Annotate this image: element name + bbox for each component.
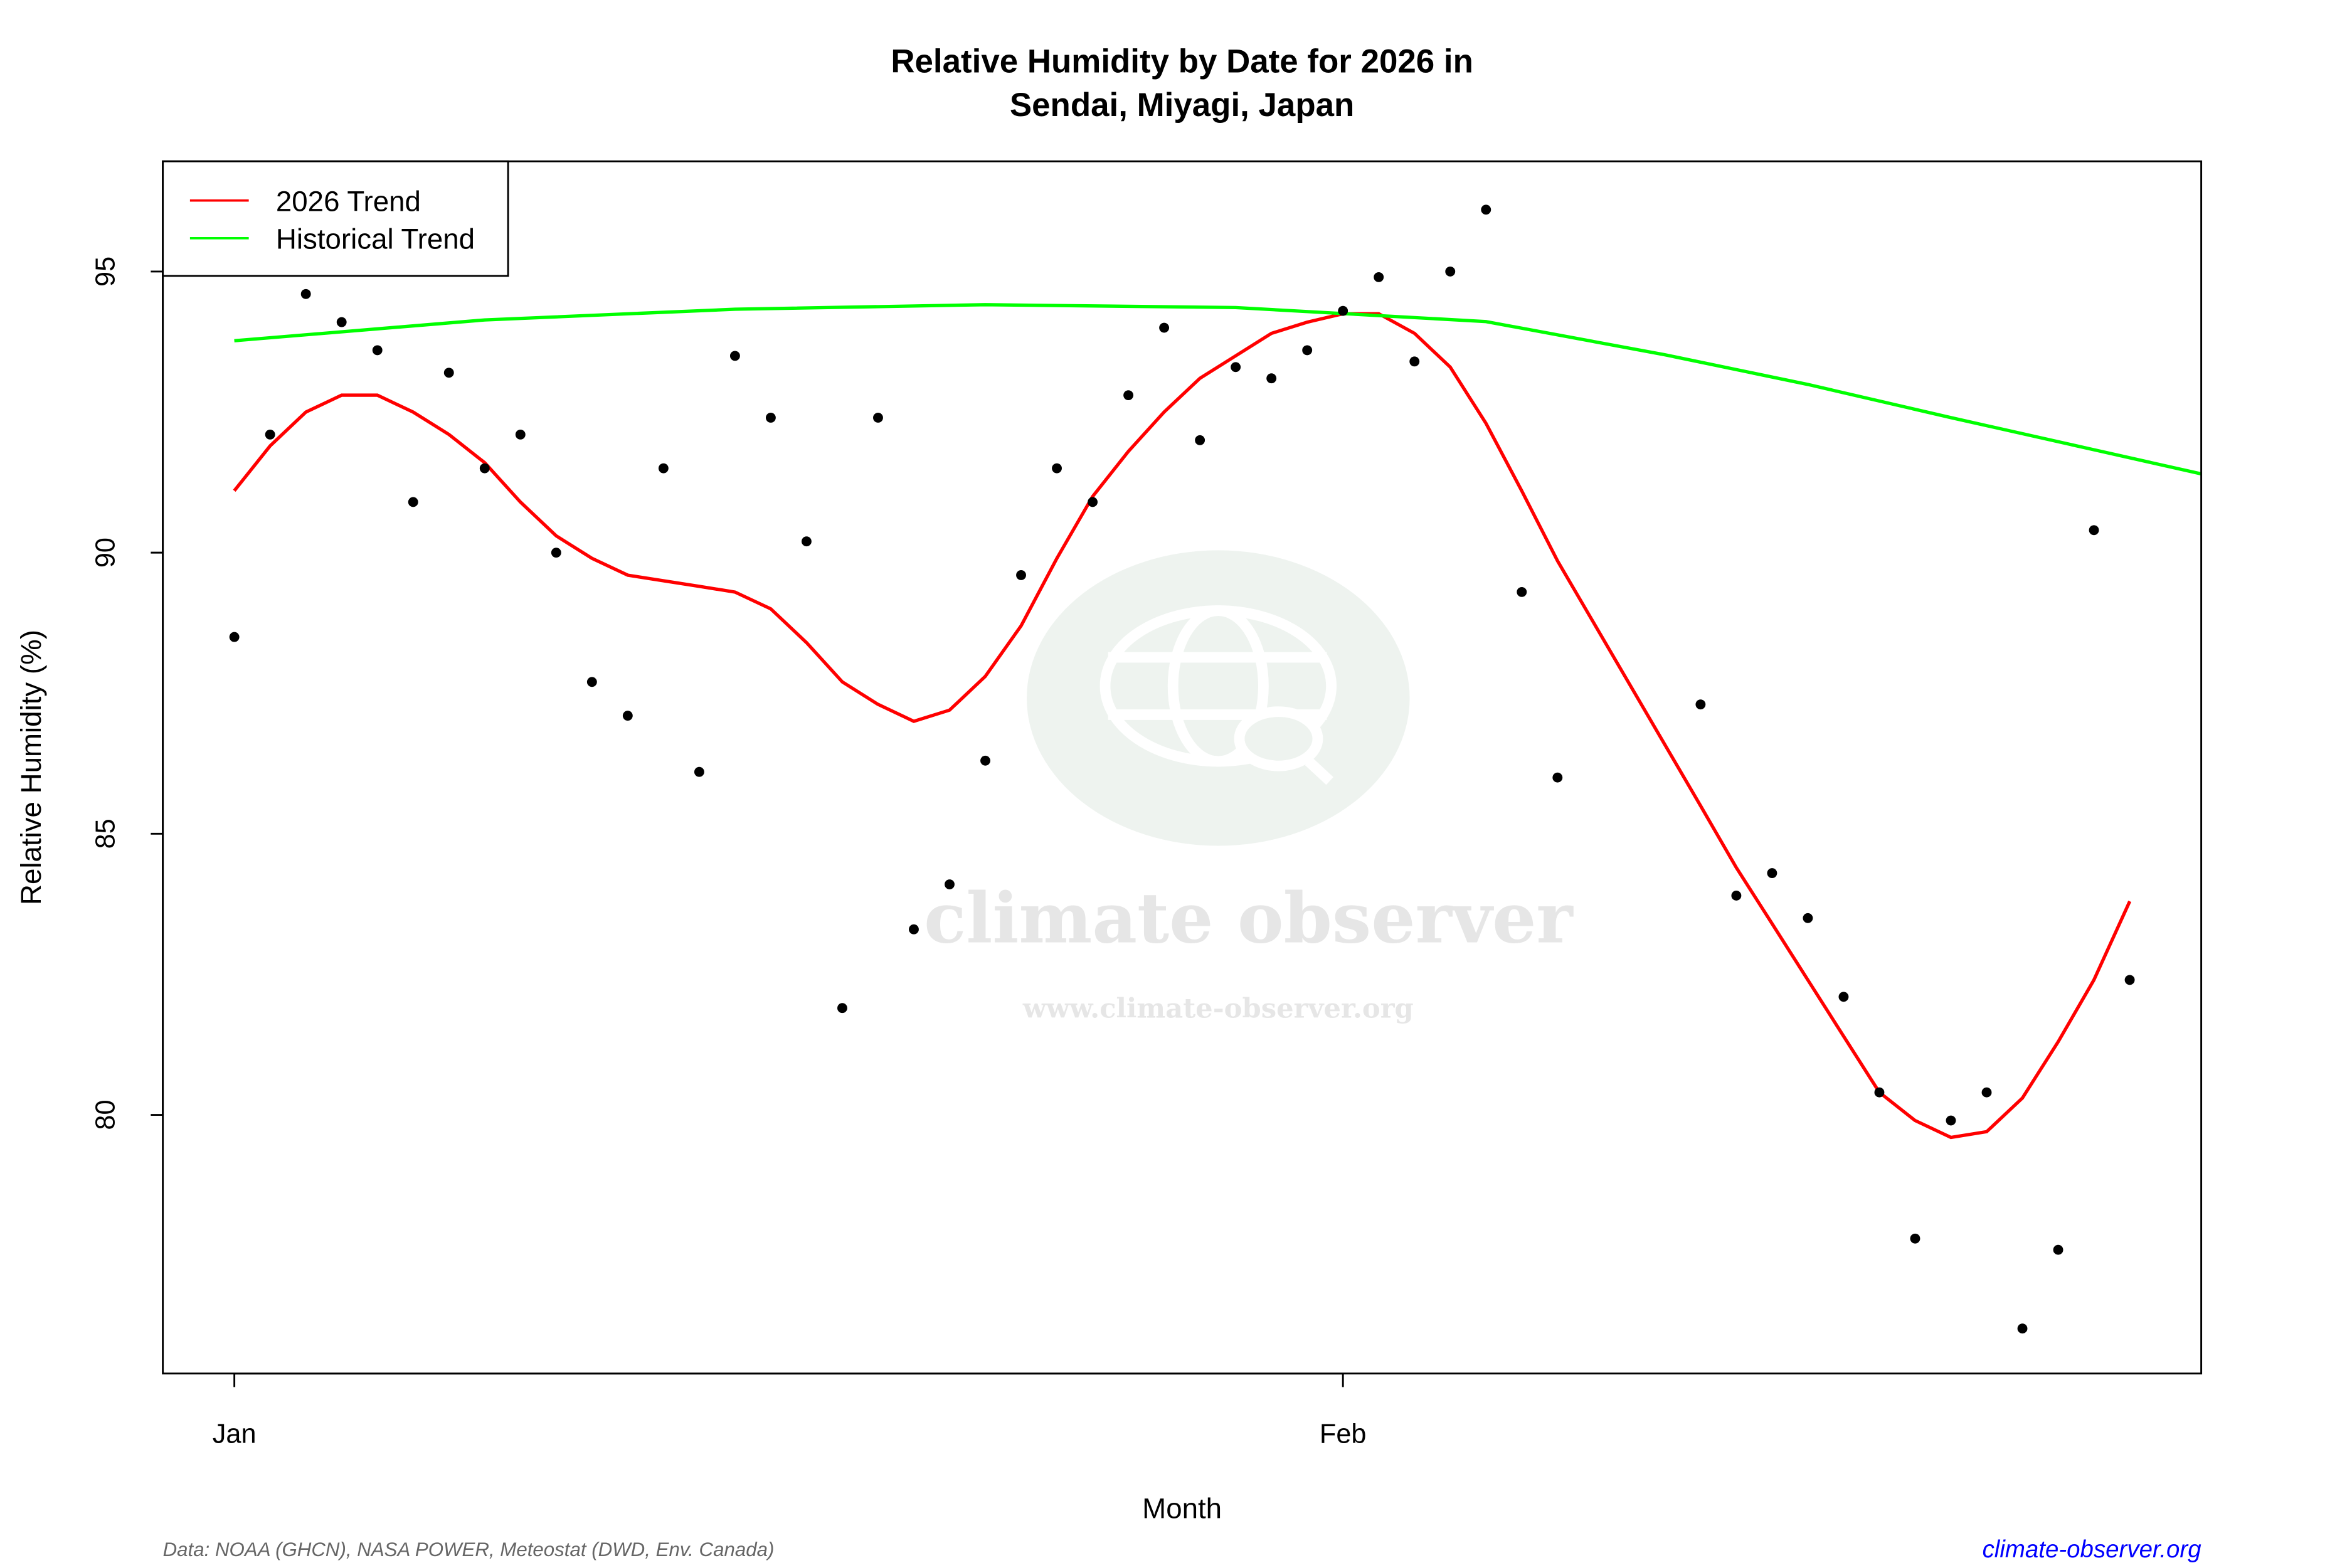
data-point	[1016, 570, 1026, 580]
data-point	[1302, 345, 1313, 356]
data-point	[622, 711, 633, 721]
x-tick-label: Jan	[213, 1419, 257, 1449]
chart-subtitle: Sendai, Miyagi, Japan	[1010, 87, 1354, 124]
points-layer	[229, 204, 2135, 1334]
data-point	[1874, 1087, 1885, 1098]
series-layer	[233, 303, 2201, 1140]
data-point	[586, 677, 597, 687]
y-tick-label: 85	[91, 818, 121, 849]
data-point	[1123, 390, 1134, 401]
data-point	[1910, 1233, 1920, 1244]
data-point	[372, 345, 383, 356]
data-point	[837, 1003, 847, 1014]
data-point	[336, 317, 347, 327]
data-point	[1946, 1115, 1956, 1126]
data-point	[1374, 272, 1384, 282]
data-point	[2124, 975, 2135, 985]
data-point	[479, 463, 490, 474]
data-point	[1231, 362, 1241, 373]
data-point	[265, 429, 275, 440]
y-tick-label: 90	[91, 538, 121, 568]
y-axis: 80 85 90 95	[91, 257, 164, 1130]
data-point	[2089, 525, 2099, 536]
y-axis-label: Relative Humidity (%)	[15, 630, 47, 905]
watermark-name: climate observer	[924, 877, 1574, 959]
x-axis-label: Month	[1142, 1493, 1222, 1525]
data-point	[1159, 322, 1170, 333]
data-point	[2017, 1323, 2028, 1334]
data-point	[801, 536, 812, 547]
data-point	[694, 766, 704, 777]
data-source-note: Data: NOAA (GHCN), NASA POWER, Meteostat…	[163, 1539, 775, 1560]
data-point	[1338, 305, 1348, 316]
data-point	[1517, 586, 1527, 597]
data-point	[1445, 266, 1456, 277]
data-point	[945, 879, 955, 889]
x-axis: Jan Feb	[213, 1372, 1367, 1449]
y-tick-label: 80	[91, 1099, 121, 1130]
data-point	[2053, 1244, 2063, 1255]
watermark: climate observer www.climate-observer.or…	[924, 550, 1574, 1025]
data-point	[909, 924, 919, 935]
data-point	[1266, 373, 1277, 384]
data-point	[1695, 699, 1706, 710]
data-point	[1803, 913, 1813, 923]
legend-label-historical-trend: Historical Trend	[276, 223, 475, 255]
legend: 2026 Trend Historical Trend	[162, 160, 509, 277]
globe-search-icon	[1099, 605, 1337, 785]
data-point	[765, 413, 776, 423]
watermark-url: www.climate-observer.org	[1022, 993, 1414, 1025]
data-point	[1731, 891, 1742, 901]
data-point	[300, 289, 311, 299]
legend-label-2026-trend: 2026 Trend	[276, 186, 421, 218]
historical-trend-line	[234, 303, 2201, 476]
data-point	[1088, 497, 1098, 507]
2026-trend-line	[233, 312, 2132, 1140]
data-point	[1481, 204, 1491, 215]
data-point	[873, 413, 883, 423]
data-point	[1195, 435, 1205, 445]
site-link[interactable]: climate-observer.org	[1983, 1536, 2202, 1563]
data-point	[729, 351, 740, 361]
data-point	[1052, 463, 1062, 474]
data-point	[1409, 356, 1420, 367]
data-point	[1838, 992, 1849, 1002]
y-tick-label: 95	[91, 257, 121, 287]
data-point	[1552, 772, 1563, 783]
x-tick-label: Feb	[1320, 1419, 1367, 1449]
data-point	[229, 632, 240, 642]
data-point	[1767, 868, 1777, 879]
chart-title: Relative Humidity by Date for 2026 in	[891, 43, 1473, 80]
legend-box	[162, 160, 509, 277]
data-point	[443, 368, 454, 378]
data-point	[515, 429, 526, 440]
data-point	[658, 463, 669, 474]
data-point	[408, 497, 418, 507]
data-point	[1981, 1087, 1992, 1098]
data-point	[980, 755, 990, 766]
data-point	[551, 548, 561, 558]
watermark-badge	[1027, 550, 1410, 846]
